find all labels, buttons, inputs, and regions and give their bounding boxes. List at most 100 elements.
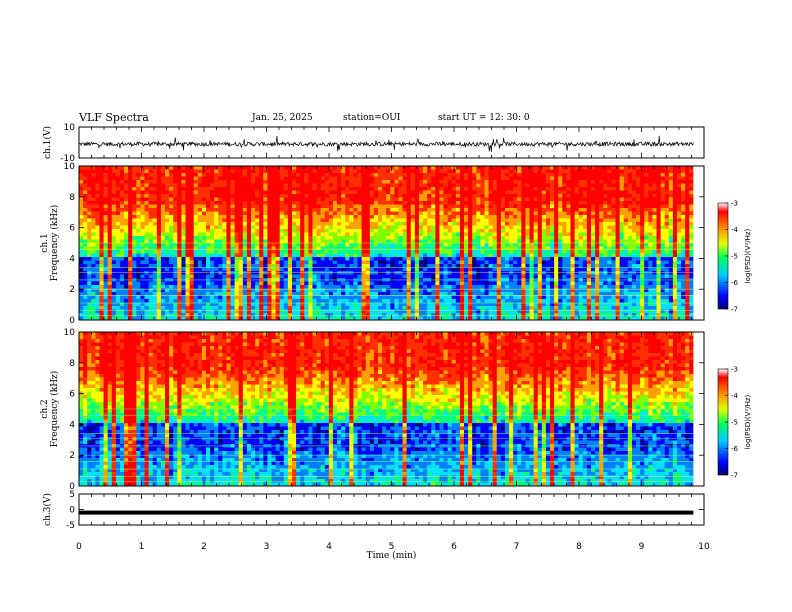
spectrogram-cell	[259, 215, 264, 219]
spectrogram-cell	[525, 274, 530, 279]
spectrogram-cell	[525, 225, 530, 230]
spectrogram-cell	[210, 166, 215, 170]
spectrogram-cell	[644, 243, 649, 247]
spectrogram-cell	[148, 222, 154, 226]
spectrogram-cell	[615, 204, 621, 209]
spectrogram-cell	[304, 183, 309, 188]
spectrogram-cell	[337, 197, 342, 202]
spectrogram-cell	[382, 218, 387, 223]
spectrogram-cell	[550, 218, 555, 223]
spectrogram-cell	[640, 274, 645, 279]
spectrogram-cell	[214, 281, 219, 286]
spectrogram-cell	[263, 169, 268, 174]
spectrogram-cell	[410, 232, 416, 237]
spectrogram-cell	[672, 243, 678, 247]
spectrogram-cell	[652, 264, 657, 268]
spectrogram-cell	[631, 232, 637, 237]
spectrogram-cell	[521, 173, 526, 177]
spectrogram-cell	[283, 176, 289, 181]
spectrogram-cell	[353, 232, 358, 237]
spectrogram-cell	[459, 190, 465, 195]
spectrogram-cell	[513, 187, 518, 191]
spectrogram-cell	[160, 187, 166, 191]
spectrogram-cell	[418, 267, 424, 272]
spectrogram-cell	[193, 183, 199, 188]
spectrogram-cell	[660, 222, 666, 226]
spectrogram-cell	[275, 246, 281, 251]
spectrogram-cell	[332, 190, 338, 195]
spectrogram-cell	[652, 201, 657, 205]
spectrogram-cell	[332, 215, 338, 219]
spectrogram-cell	[79, 236, 84, 240]
spectrogram-cell	[402, 197, 408, 202]
spectrogram-cell	[521, 243, 526, 247]
spectrogram-cell	[181, 257, 186, 261]
spectrogram-cell	[439, 176, 444, 181]
spectrogram-cell	[652, 208, 657, 212]
spectrogram-cell	[291, 201, 297, 205]
spectrogram-cell	[603, 208, 608, 212]
spectrogram-cell	[623, 271, 629, 275]
spectrogram-cell	[615, 197, 621, 202]
spectrogram-cell	[566, 183, 571, 188]
spectrogram-cell	[541, 250, 547, 254]
spectrogram-cell	[402, 208, 408, 212]
spectrogram-cell	[230, 180, 236, 184]
spectrogram-cell	[111, 281, 117, 286]
spectrogram-cell	[590, 253, 596, 258]
spectrogram-cell	[459, 250, 465, 254]
spectrogram-cell	[177, 246, 182, 251]
spectrogram-cell	[386, 208, 391, 212]
spectrogram-cell	[148, 243, 154, 247]
spectrogram-cell	[251, 271, 256, 275]
spectrogram-cell	[361, 218, 367, 223]
spectrogram-cell	[283, 264, 289, 268]
spectrogram-cell	[115, 267, 121, 272]
spectrogram-cell	[468, 243, 473, 247]
spectrogram-cell	[623, 190, 629, 195]
spectrogram-cell	[197, 267, 203, 272]
spectrogram-cell	[349, 236, 354, 240]
spectrogram-cell	[689, 239, 694, 244]
spectrogram-cell	[611, 267, 616, 272]
spectrogram-cell	[423, 236, 428, 240]
spectrogram-cell	[562, 250, 567, 254]
spectrogram-cell	[615, 246, 621, 251]
spectrogram-cell	[410, 204, 416, 209]
spectrogram-cell	[152, 257, 158, 261]
spectrogram-cell	[132, 257, 137, 261]
spectrogram-cell	[631, 173, 637, 177]
spectrogram-cell	[439, 222, 444, 226]
spectrogram-cell	[545, 183, 551, 188]
spectrogram-cell	[283, 243, 289, 247]
spectrogram-cell	[431, 169, 436, 174]
spectrogram-cell	[554, 225, 559, 230]
spectrogram-cell	[517, 264, 522, 268]
spectrogram-cell	[210, 183, 215, 188]
spectrogram-cell	[504, 208, 510, 212]
spectrogram-cell	[435, 232, 440, 237]
spectrogram-cell	[111, 208, 117, 212]
spectrogram-cell	[107, 215, 113, 219]
spectrogram-cell	[468, 239, 473, 244]
spectrogram-cell	[517, 215, 522, 219]
spectrogram-cell	[165, 236, 170, 240]
spectrogram-cell	[447, 211, 453, 216]
spectrogram-cell	[509, 218, 514, 223]
spectrogram-cell	[173, 208, 178, 212]
spectrogram-cell	[529, 173, 535, 177]
spectrogram-cell	[648, 243, 653, 247]
spectrogram-cell	[496, 274, 502, 279]
spectrogram-cell	[111, 232, 117, 237]
spectrogram-cell	[631, 183, 637, 188]
spectrogram-cell	[304, 229, 309, 233]
date-label: Jan. 25, 2025	[252, 113, 313, 123]
spectrogram-cell	[525, 229, 530, 233]
spectrogram-cell	[210, 194, 215, 198]
spectrogram-cell	[316, 166, 322, 170]
spectrogram-cell	[242, 264, 248, 268]
spectrogram-cell	[513, 166, 518, 170]
spectrogram-cell	[402, 180, 408, 184]
spectrogram-cell	[648, 274, 653, 279]
spectrogram-cell	[349, 173, 354, 177]
